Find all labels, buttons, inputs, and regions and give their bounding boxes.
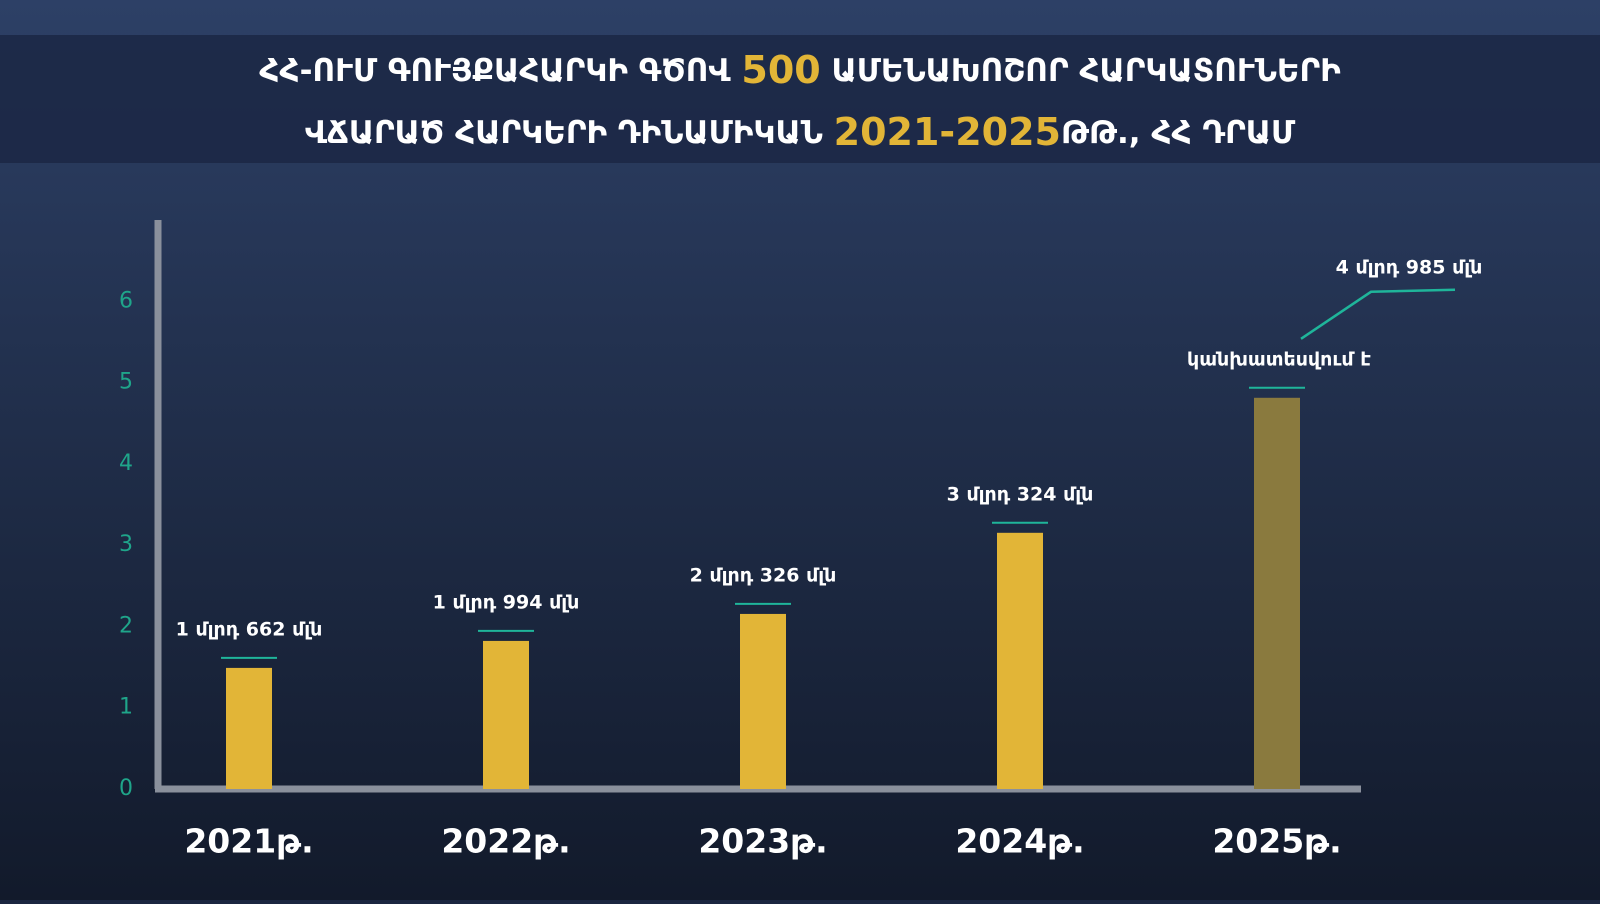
title-part: 2021-2025 (834, 110, 1061, 154)
bar (997, 532, 1043, 789)
x-tick-label: 2022թ. (441, 822, 570, 861)
y-tick-label: 5 (119, 370, 133, 395)
chart-title: ՀՀ-ՈՒՄ ԳՈՒՅՔԱՀԱՐԿԻ ԳԾՈՎ 500 ԱՄԵՆԱԽՈՇՈՐ Հ… (259, 48, 1341, 92)
title-part: ՎՃԱՐԱԾ ՀԱՐԿԵՐԻ ԴԻՆԱՄԻԿԱՆ (305, 115, 834, 151)
value-label: 1 մլրդ 994 մլն (433, 591, 580, 613)
x-tick-label: 2025թ. (1212, 822, 1341, 861)
value-label: 3 մլրդ 324 մլն (947, 483, 1094, 505)
x-tick-label: 2024թ. (955, 822, 1084, 861)
leader-line (1300, 288, 1456, 340)
y-tick-label: 4 (119, 451, 133, 476)
y-tick-label: 3 (119, 532, 133, 557)
bar (483, 640, 529, 789)
x-tick-label: 2023թ. (698, 822, 827, 861)
chart-title: ՎՃԱՐԱԾ ՀԱՐԿԵՐԻ ԴԻՆԱՄԻԿԱՆ 2021-2025ԹԹ., Հ… (305, 110, 1296, 154)
y-tick-label: 0 (119, 776, 133, 801)
bar (740, 613, 786, 789)
y-tick-label: 6 (119, 288, 133, 313)
annotation: կանխատեսվում է (1187, 348, 1371, 370)
title-band (0, 35, 1600, 163)
value-label: 1 մլրդ 662 մլն (176, 618, 323, 640)
title-part: ՀՀ-ՈՒՄ ԳՈՒՅՔԱՀԱՐԿԻ ԳԾՈՎ (259, 53, 741, 89)
title-part: 500 (741, 48, 820, 92)
title-part: ԹԹ., ՀՀ ԴՐԱՄ (1061, 115, 1296, 151)
x-tick-label: 2021թ. (184, 822, 313, 861)
title-part: ԱՄԵՆԱԽՈՇՈՐ ՀԱՐԿԱՏՈՒՆԵՐԻ (821, 53, 1341, 89)
bar (226, 667, 272, 789)
y-tick-label: 1 (119, 695, 133, 720)
value-label: 2 մլրդ 326 մլն (690, 564, 837, 586)
value-label: 4 մլրդ 985 մլն (1336, 256, 1483, 278)
y-tick-label: 2 (119, 613, 133, 638)
bar (1254, 397, 1300, 789)
